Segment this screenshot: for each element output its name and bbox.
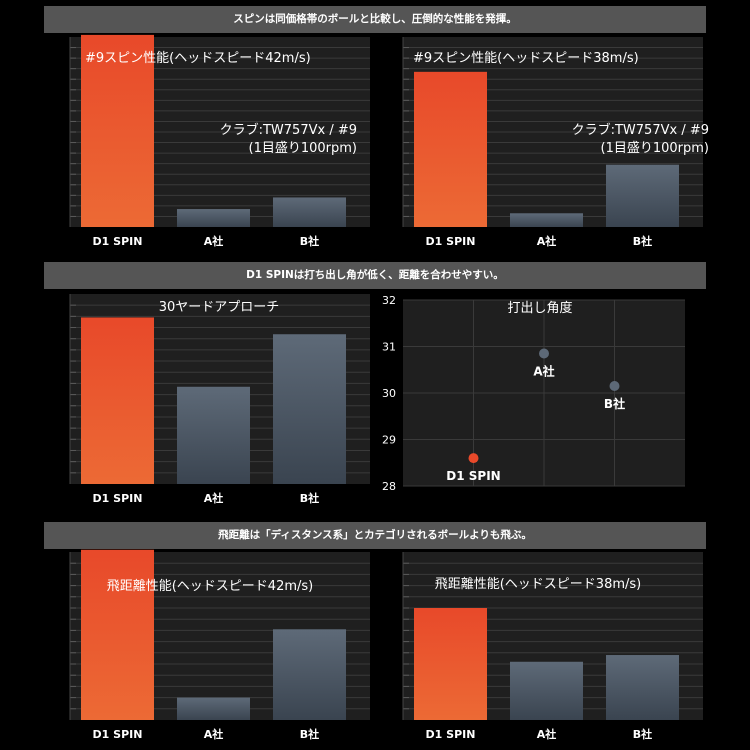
launch-section-banner: D1 SPINは打ち出し角が低く、距離を合わせやすい。 bbox=[44, 262, 706, 289]
approach30-bar-d1-spin bbox=[81, 317, 154, 484]
launch-point-label: A社 bbox=[533, 363, 554, 378]
spin38-annotation-line: (1目盛り100rpm) bbox=[601, 141, 710, 156]
dist38-category-label: A社 bbox=[537, 727, 557, 741]
approach30-bar-a-sha bbox=[177, 386, 250, 484]
approach30-bar-b-sha bbox=[273, 334, 346, 484]
spin38-annotation-line: クラブ:TW757Vx / #9 bbox=[572, 122, 709, 138]
spin42-category-label: D1 SPIN bbox=[93, 235, 143, 248]
dist38-category-label: D1 SPIN bbox=[426, 728, 476, 741]
dist38-bar-a-sha bbox=[510, 661, 583, 720]
launch-title: 打出し角度 bbox=[507, 300, 572, 316]
spin42-annotation-line: (1目盛り100rpm) bbox=[249, 141, 358, 156]
dist38-bar-d1-spin bbox=[414, 608, 487, 720]
approach30-title: 30ヤードアプローチ bbox=[159, 300, 280, 315]
dist42-title: 飛距離性能(ヘッドスピード42m/s) bbox=[107, 579, 314, 594]
spin42-annotation-line: クラブ:TW757Vx / #9 bbox=[220, 122, 357, 138]
dist42-bar-d1-spin bbox=[81, 549, 154, 720]
spin42-bar-d1-spin bbox=[81, 34, 154, 228]
dist42-category-label: A社 bbox=[204, 727, 224, 741]
launch-point-label: D1 SPIN bbox=[446, 469, 500, 483]
spin42-category-label: A社 bbox=[204, 234, 224, 248]
launch-y-tick-label: 32 bbox=[382, 294, 396, 307]
spin38-title: #9スピン性能(ヘッドスピード38m/s) bbox=[413, 51, 639, 66]
dist38-bar-b-sha bbox=[606, 655, 679, 720]
spin42-title: #9スピン性能(ヘッドスピード42m/s) bbox=[85, 51, 311, 66]
launch-y-tick-label: 30 bbox=[382, 387, 396, 400]
spin38-category-label: A社 bbox=[537, 234, 557, 248]
distance-section-banner: 飛距離は「ディスタンス系」とカテゴリされるボールよりも飛ぶ。 bbox=[44, 522, 706, 549]
spin-section-banner: スピンは同価格帯のボールと比較し、圧倒的な性能を発揮。 bbox=[44, 6, 706, 33]
spin38-bar-a-sha bbox=[510, 213, 583, 227]
spin38-category-label: B社 bbox=[633, 234, 652, 248]
dist42-category-label: D1 SPIN bbox=[93, 728, 143, 741]
launch-point-b-sha bbox=[609, 381, 620, 392]
launch-point-label: B社 bbox=[604, 396, 625, 411]
spin38-bar-b-sha bbox=[606, 164, 679, 227]
launch-y-tick-label: 29 bbox=[382, 434, 396, 447]
dist38-title: 飛距離性能(ヘッドスピード38m/s) bbox=[435, 577, 642, 592]
approach30-category-label: D1 SPIN bbox=[93, 492, 143, 505]
spin38-category-label: D1 SPIN bbox=[426, 235, 476, 248]
launch-y-tick-label: 28 bbox=[382, 480, 396, 493]
launch-point-a-sha bbox=[539, 348, 549, 359]
dist42-category-label: B社 bbox=[300, 727, 319, 741]
approach30-category-label: A社 bbox=[204, 491, 224, 505]
spin42-bar-a-sha bbox=[177, 209, 250, 227]
spin42-bar-b-sha bbox=[273, 197, 346, 227]
spin38-bar-d1-spin bbox=[414, 71, 487, 227]
dist42-bar-b-sha bbox=[273, 629, 346, 720]
spin42-category-label: B社 bbox=[300, 234, 319, 248]
launch-y-tick-label: 31 bbox=[382, 341, 396, 354]
dist42-bar-a-sha bbox=[177, 697, 250, 720]
dist38-category-label: B社 bbox=[633, 727, 652, 741]
approach30-category-label: B社 bbox=[300, 491, 319, 505]
launch-point-d1-spin bbox=[468, 453, 479, 464]
